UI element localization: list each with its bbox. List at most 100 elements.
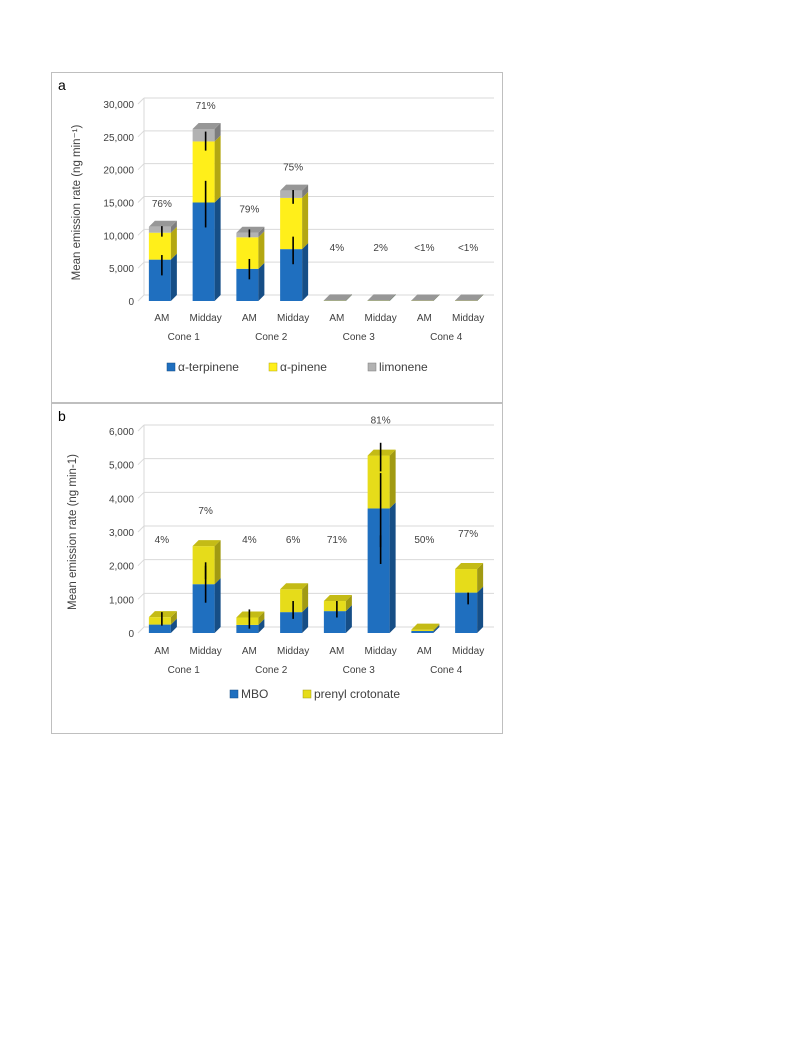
x-tick-label: AM: [242, 646, 257, 657]
bar-segment: [367, 508, 390, 633]
bar-side: [302, 606, 309, 633]
chart-a-svg: 0 5,000 10,000 15,000 20,000 25,000 30,000 Mean…: [71, 97, 494, 374]
bar-segment: [323, 611, 346, 633]
data-label: <1%: [414, 243, 434, 254]
bar-segment: [455, 300, 478, 301]
bar-segment: [411, 629, 434, 631]
bar-side: [170, 226, 177, 260]
legend-swatch: [166, 362, 176, 372]
gridline-depth: [137, 196, 145, 203]
x-tick-label: AM: [329, 313, 344, 324]
bar-top: [236, 611, 265, 618]
gridline-depth: [137, 294, 145, 302]
gridline-depth: [137, 163, 145, 171]
data-label: 4%: [242, 535, 257, 546]
bar-side: [170, 618, 177, 633]
bar-top: [323, 294, 352, 301]
bar-side: [214, 578, 221, 633]
x-tick-label: AM: [417, 646, 432, 657]
data-label: <1%: [458, 243, 478, 254]
bar-segment: [280, 612, 303, 633]
bar-segment: [280, 249, 303, 301]
bar-segment: [280, 589, 303, 613]
bar-side: [389, 449, 396, 509]
legend-label: MBO: [241, 687, 268, 701]
y-tick-label: 5,000: [109, 264, 134, 275]
group-label: Cone 2: [255, 665, 288, 676]
bar-segment: [148, 259, 171, 301]
bar-segment: [236, 624, 259, 633]
bar-side: [345, 605, 352, 633]
legend-label: limonene: [379, 360, 428, 374]
x-tick-label: Midday: [452, 313, 484, 324]
bar-side: [214, 540, 221, 585]
data-label: 2%: [373, 243, 388, 254]
bar-top: [411, 623, 440, 630]
bar-segment: [192, 141, 215, 203]
y-tick-label: 0: [128, 297, 134, 308]
bar-side: [258, 611, 265, 625]
bar-side: [433, 623, 440, 631]
bar-segment: [367, 455, 390, 509]
bar-segment: [192, 546, 215, 585]
bar-segment: [192, 584, 215, 633]
bar-segment: [367, 300, 390, 301]
chart-panel-a: a 0 5,000 10,000 15,000 20,000 25,000 30,000 Me…: [51, 72, 503, 403]
bar-side: [258, 226, 265, 238]
legend-label: prenyl crotonate: [314, 687, 400, 701]
data-label: 4%: [330, 243, 345, 254]
gridline-depth: [137, 592, 145, 600]
y-tick-label: 5,000: [109, 461, 134, 472]
gridline-depth: [137, 424, 145, 432]
bar-segment: [236, 237, 259, 269]
data-label: 76%: [152, 199, 172, 210]
y-tick-label: 10,000: [103, 231, 134, 242]
y-tick-label: 6,000: [109, 427, 134, 438]
bar-segment: [192, 128, 215, 142]
bar-side: [477, 563, 484, 593]
y-tick-label: 0: [128, 629, 134, 640]
group-label: Cone 3: [343, 665, 376, 676]
bar-top: [323, 595, 352, 602]
x-tick-label: AM: [154, 646, 169, 657]
bar-segment: [411, 300, 434, 301]
data-label: 79%: [239, 205, 259, 216]
panel-label: b: [58, 408, 66, 424]
bar-segment: [192, 202, 215, 301]
gridline-depth: [137, 228, 145, 236]
legend-swatch: [229, 689, 239, 699]
bar-top: [192, 122, 221, 129]
gridline-depth: [137, 525, 145, 533]
bar-segment: [323, 601, 346, 612]
bar-side: [302, 583, 309, 613]
legend-swatch: [302, 689, 312, 699]
bar-top: [411, 294, 440, 301]
x-tick-label: AM: [242, 313, 257, 324]
x-tick-label: AM: [154, 313, 169, 324]
data-label: 4%: [155, 535, 170, 546]
data-label: 7%: [198, 506, 213, 517]
y-tick-label: 3,000: [109, 528, 134, 539]
bar-segment: [455, 569, 478, 593]
bar-side: [214, 196, 221, 301]
y-tick-label: 1,000: [109, 595, 134, 606]
bar-top: [192, 540, 221, 547]
bar-side: [302, 184, 309, 198]
chart-b-svg: 0 1,000 2,000 3,000 4,000 5,000 6,000 Mean emis…: [67, 416, 494, 701]
bar-segment: [455, 592, 478, 633]
group-label: Cone 4: [430, 665, 463, 676]
group-label: Cone 3: [343, 332, 376, 343]
data-label: 81%: [371, 416, 391, 427]
gridline-depth: [137, 559, 145, 567]
legend-label: α-pinene: [280, 360, 327, 374]
group-label: Cone 2: [255, 332, 288, 343]
gridline-depth: [137, 491, 145, 499]
bar-segment: [323, 300, 346, 301]
group-label: Cone 1: [168, 665, 201, 676]
y-tick-label: 30,000: [103, 100, 134, 111]
bar-side: [170, 220, 177, 233]
group-label: Cone 4: [430, 332, 463, 343]
x-tick-label: AM: [417, 313, 432, 324]
bar-side: [345, 595, 352, 612]
bar-top: [280, 583, 309, 590]
